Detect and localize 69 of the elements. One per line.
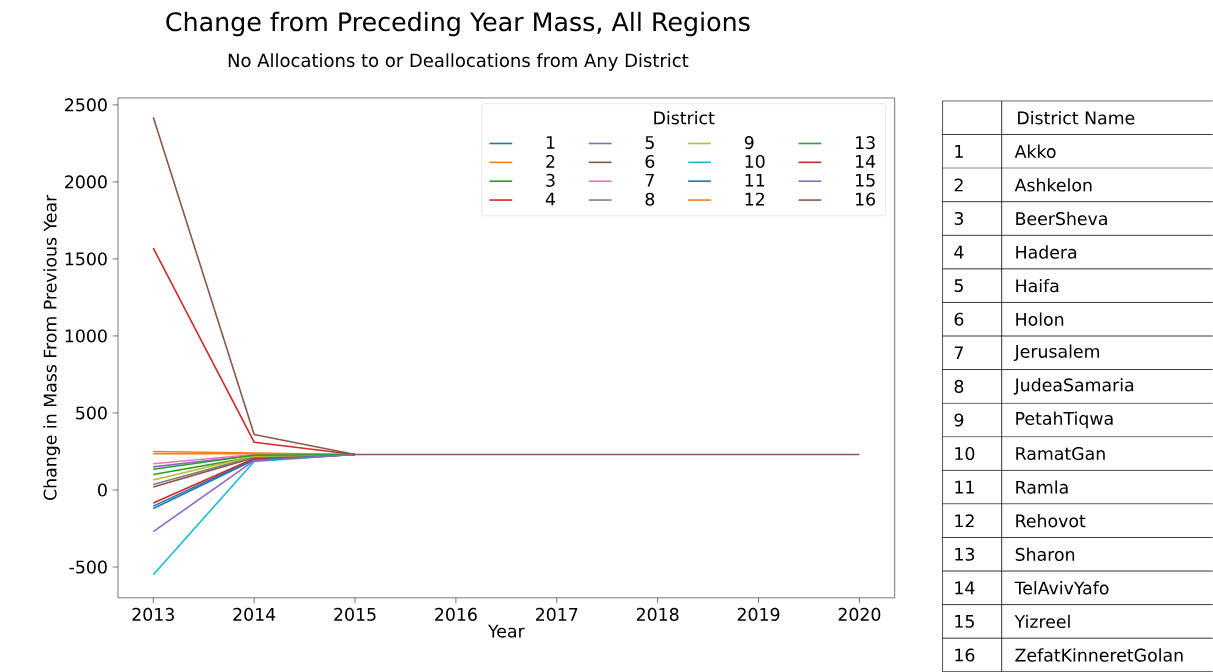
text: RamatGan: [1016, 446, 1105, 460]
y-tick-label: 500: [76, 406, 107, 420]
text: 10: [955, 446, 975, 460]
legend-label: 8: [645, 192, 655, 206]
text: Hadera: [1016, 245, 1077, 259]
legend-label: 5: [645, 136, 654, 149]
text: 2: [954, 178, 963, 192]
text: 15: [955, 614, 974, 628]
y-tick-label: 0: [98, 483, 107, 497]
y-tick-label: 1000: [65, 329, 107, 343]
text: 12: [955, 514, 974, 528]
legend-label: 10: [745, 154, 765, 168]
text: ZefatKinneretGolan: [1015, 648, 1183, 662]
chart-title: Change from Preceding Year Mass, All Regions: [166, 11, 750, 37]
text: Haifa: [1016, 278, 1059, 293]
legend-label: 9: [744, 135, 754, 150]
text: Jerusalem: [1013, 344, 1100, 362]
legend-label: 6: [645, 154, 655, 168]
text: 8: [954, 379, 964, 393]
legend-title: District: [654, 110, 715, 125]
x-tick-label: 2014: [233, 607, 276, 621]
x-tick-label: 2020: [838, 607, 881, 621]
text: District Name: [1018, 110, 1135, 125]
legend-label: 11: [745, 173, 765, 187]
text: 11: [955, 480, 974, 494]
text: 9: [954, 413, 964, 427]
text: Rehovot: [1016, 513, 1086, 528]
x-tick-label: 2016: [435, 607, 477, 621]
x-tick-label: 2013: [132, 607, 174, 621]
text: Ramla: [1016, 480, 1068, 494]
text: 13: [955, 547, 975, 561]
y-tick-label: 2500: [65, 98, 107, 112]
text: 6: [954, 312, 964, 326]
text: BeerSheva: [1016, 211, 1107, 226]
text: 4: [954, 245, 964, 259]
x-axis-title: Year: [487, 624, 525, 638]
legend-label: 1: [546, 136, 555, 149]
legend-label: 14: [855, 154, 876, 168]
x-tick-label: 2015: [334, 607, 376, 621]
legend-label: 3: [546, 173, 555, 187]
x-tick-label: 2019: [737, 607, 780, 621]
text: 5: [954, 279, 963, 293]
y-tick-label: -500: [69, 560, 107, 574]
y-tick-label: 2000: [65, 175, 107, 189]
text: JudeaSamaria: [1013, 377, 1134, 395]
legend-label: 12: [745, 192, 764, 206]
legend-label: 15: [855, 173, 875, 187]
chart-subtitle: No Allocations to or Deallocations from Any District: [228, 53, 689, 71]
legend-label: 7: [645, 173, 654, 187]
legend-label: 13: [855, 135, 875, 150]
text: Holon: [1016, 312, 1064, 326]
text: 14: [955, 581, 975, 595]
text: PetahTiqwa: [1016, 411, 1113, 429]
y-tick-label: 1500: [65, 252, 107, 266]
text: Akko: [1014, 144, 1056, 158]
x-tick-label: 2018: [636, 607, 679, 621]
text: 7: [954, 346, 963, 360]
text: 3: [954, 211, 964, 225]
legend-label: 4: [545, 192, 556, 206]
legend-label: 16: [855, 192, 876, 206]
x-tick-label: 2017: [536, 607, 578, 621]
y-axis-title: Change in Mass From Previous Year: [43, 194, 60, 500]
text: 1: [955, 144, 963, 158]
text: Sharon: [1015, 547, 1075, 561]
text: 16: [955, 648, 975, 662]
text: TelAvivYafo: [1014, 581, 1109, 595]
text: Yizreel: [1014, 614, 1070, 629]
legend-label: 2: [546, 154, 555, 168]
text: Ashkelon: [1014, 178, 1092, 192]
